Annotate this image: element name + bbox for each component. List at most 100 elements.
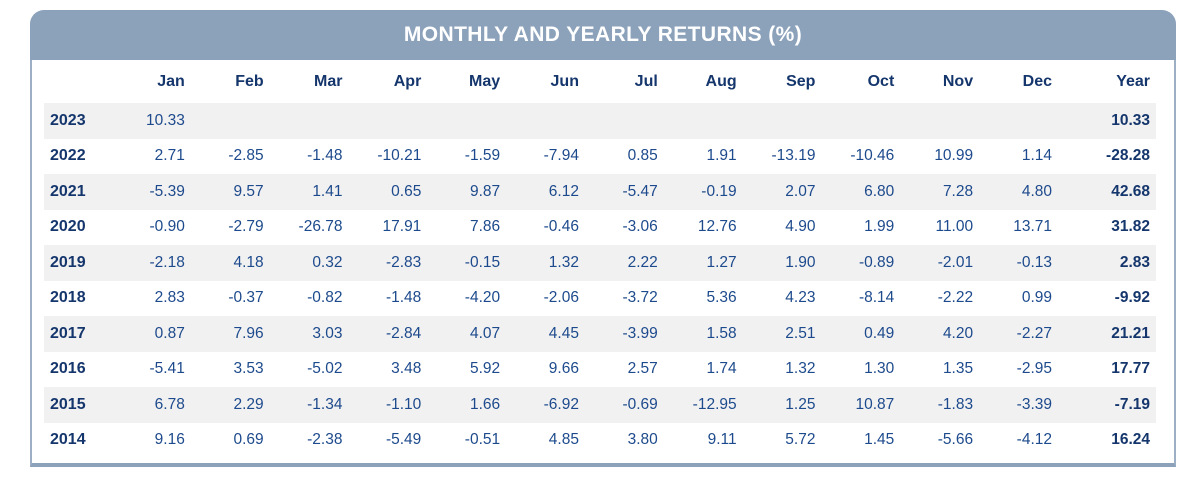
monthly-return-cell: 2.07: [736, 174, 816, 210]
monthly-return-cell: 2.51: [736, 316, 816, 352]
monthly-return-cell: [342, 103, 422, 139]
monthly-return-cell: -0.19: [657, 174, 737, 210]
monthly-return-cell: 4.20: [894, 316, 974, 352]
monthly-return-cell: 3.80: [627, 431, 658, 449]
monthly-return-cell: 2.71: [154, 147, 185, 165]
table-row: 2014 9.16 0.69 -2.38 -5.49 -0.51 4.85 3.80 9.11 5…: [32, 423, 1174, 459]
monthly-return-cell: 1.66: [421, 387, 501, 423]
monthly-return-cell: 0.87: [106, 316, 185, 352]
monthly-return-cell: 4.80: [973, 174, 1052, 210]
monthly-return-cell: -1.59: [464, 147, 501, 165]
monthly-return-cell: 1.25: [736, 387, 816, 423]
monthly-return-cell: [184, 103, 264, 139]
monthly-return-cell: 7.86: [469, 218, 501, 236]
monthly-return-cell: 7.28: [894, 174, 974, 210]
table-row: 2017 0.87 7.96 3.03 -2.84 4.07 4.45 -3.99 1.58 2.…: [32, 316, 1174, 352]
header-row: Jan Feb Mar Apr May Jun Jul Aug Sep Oct Nov Dec Year: [32, 60, 1174, 103]
monthly-return-cell: -4.20: [464, 289, 501, 307]
monthly-return-cell: 0.65: [342, 174, 422, 210]
monthly-return-cell: 1.27: [657, 245, 737, 281]
yearly-return-cell: 31.82: [1111, 218, 1150, 236]
yearly-return-cell: 17.77: [1111, 360, 1150, 378]
monthly-return-cell: 4.85: [548, 431, 579, 449]
monthly-return-cell: 1.91: [706, 147, 737, 165]
column-header-jun: Jun: [550, 72, 579, 90]
monthly-return-cell: -1.48: [385, 289, 422, 307]
table-row: 2018 2.83 -0.37 -0.82 -1.48 -4.20 -2.06 -3.72 5.…: [32, 281, 1174, 317]
yearly-return-cell: -9.92: [1114, 289, 1150, 307]
column-header-aug: Aug: [705, 72, 737, 90]
yearly-return-cell: 10.33: [1052, 103, 1174, 139]
monthly-return-cell: 2.83: [154, 289, 185, 307]
row-year-label: 2020: [50, 218, 86, 236]
monthly-return-cell: 11.00: [935, 218, 974, 236]
table-row: 2020 -0.90 -2.79 -26.78 17.91 7.86 -0.46 -3.06 1…: [32, 210, 1174, 246]
monthly-return-cell: 6.80: [815, 174, 895, 210]
monthly-return-cell: -0.82: [307, 289, 343, 307]
monthly-return-cell: -0.15: [421, 245, 501, 281]
monthly-return-cell: 9.57: [184, 174, 264, 210]
monthly-return-cell: 5.36: [706, 289, 737, 307]
monthly-return-cell: [894, 103, 974, 139]
monthly-return-cell: 1.30: [864, 360, 895, 378]
card-title: MONTHLY AND YEARLY RETURNS (%): [403, 23, 803, 46]
monthly-return-cell: -2.18: [106, 245, 185, 281]
monthly-return-cell: 0.85: [627, 147, 658, 165]
monthly-return-cell: 12.76: [697, 218, 737, 236]
column-header-jan: Jan: [157, 72, 185, 90]
yearly-return-cell: -7.19: [1052, 387, 1174, 423]
monthly-return-cell: -1.10: [342, 387, 422, 423]
monthly-return-cell: -3.06: [622, 218, 658, 236]
monthly-return-cell: -3.72: [622, 289, 658, 307]
monthly-return-cell: 4.07: [421, 316, 501, 352]
monthly-return-cell: -2.27: [973, 316, 1052, 352]
column-header-mar: Mar: [314, 72, 343, 90]
monthly-return-cell: -2.84: [342, 316, 422, 352]
monthly-return-cell: 1.35: [942, 360, 974, 378]
monthly-return-cell: 7.96: [184, 316, 264, 352]
monthly-return-cell: -3.99: [578, 316, 658, 352]
monthly-return-cell: [736, 103, 816, 139]
monthly-return-cell: -7.94: [543, 147, 579, 165]
table-row: 2023 10.33 10.33: [32, 103, 1174, 139]
monthly-return-cell: 10.99: [934, 147, 974, 165]
monthly-return-cell: -26.78: [298, 218, 343, 236]
monthly-return-cell: 3.53: [233, 360, 264, 378]
monthly-return-cell: 1.74: [706, 360, 737, 378]
monthly-return-cell: -1.83: [894, 387, 974, 423]
monthly-return-cell: 2.29: [184, 387, 264, 423]
monthly-return-cell: [578, 103, 658, 139]
monthly-return-cell: 1.32: [785, 360, 816, 378]
yearly-return-cell: 2.83: [1052, 245, 1174, 281]
monthly-return-cell: 6.78: [106, 387, 185, 423]
monthly-return-cell: 1.32: [500, 245, 579, 281]
table-header: Jan Feb Mar Apr May Jun Jul Aug Sep Oct Nov Dec Year: [32, 60, 1174, 103]
monthly-return-cell: -0.13: [973, 245, 1052, 281]
monthly-return-cell: -1.48: [307, 147, 343, 165]
monthly-return-cell: -5.02: [307, 360, 343, 378]
monthly-return-cell: -13.19: [771, 147, 816, 165]
monthly-return-cell: -8.14: [858, 289, 895, 307]
column-header-sep: Sep: [786, 72, 816, 90]
monthly-return-cell: 4.23: [785, 289, 816, 307]
table-row: 2021 -5.39 9.57 1.41 0.65 9.87 6.12 -5.47 -0.19 2…: [32, 174, 1174, 210]
monthly-return-cell: 4.45: [500, 316, 579, 352]
monthly-return-cell: 1.90: [736, 245, 816, 281]
returns-card: MONTHLY AND YEARLY RETURNS (%) Jan Feb Mar…: [30, 10, 1176, 467]
monthly-return-cell: -0.89: [815, 245, 895, 281]
monthly-return-cell: 0.69: [233, 431, 264, 449]
monthly-return-cell: -2.38: [307, 431, 343, 449]
card-header: MONTHLY AND YEARLY RETURNS (%): [30, 10, 1176, 60]
monthly-return-cell: 1.58: [657, 316, 737, 352]
monthly-return-cell: -5.41: [149, 360, 185, 378]
column-header-apr: Apr: [393, 72, 422, 90]
yearly-return-cell: 42.68: [1052, 174, 1174, 210]
column-header-year: Year: [1116, 72, 1150, 90]
monthly-return-cell: 10.87: [815, 387, 895, 423]
column-header-may: May: [469, 72, 501, 90]
row-year-label: 2023: [32, 103, 106, 139]
table-row: 2015 6.78 2.29 -1.34 -1.10 1.66 -6.92 -0.69 -12.…: [32, 387, 1174, 423]
row-year-label: 2022: [50, 147, 86, 165]
monthly-return-cell: -2.22: [937, 289, 974, 307]
yearly-return-cell: 16.24: [1111, 431, 1150, 449]
